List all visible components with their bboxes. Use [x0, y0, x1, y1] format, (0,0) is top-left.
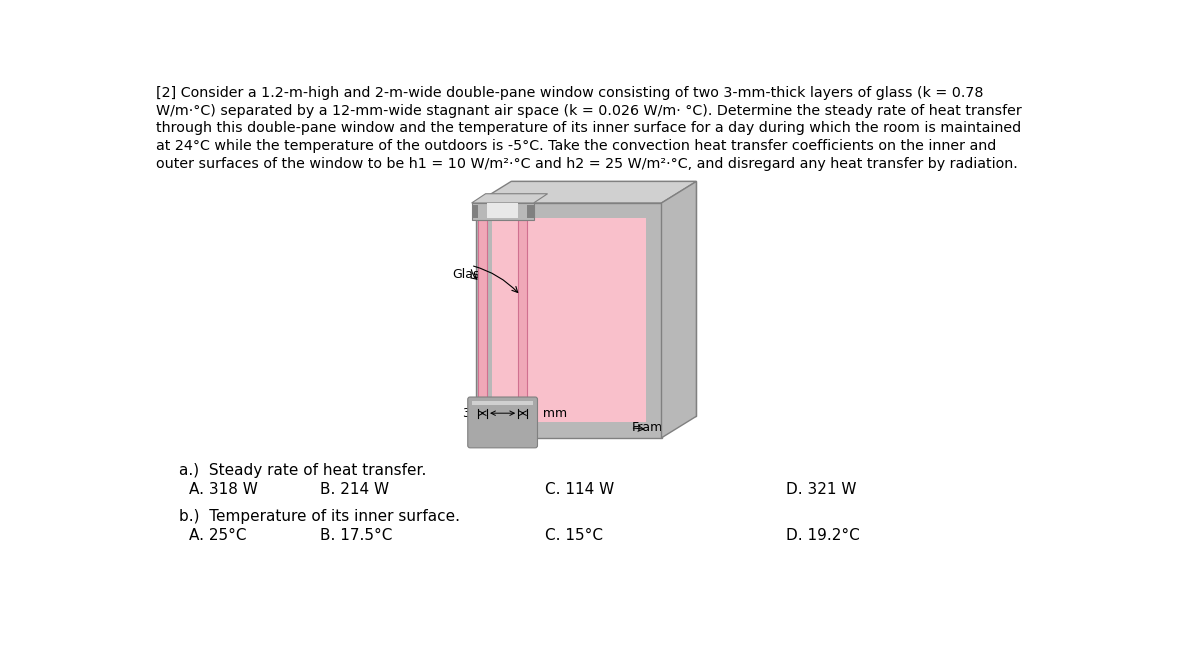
Bar — [473, 401, 533, 406]
Text: D. 19.2°C: D. 19.2°C — [786, 528, 859, 543]
Text: C. 114 W: C. 114 W — [545, 482, 614, 497]
Text: C. 15°C: C. 15°C — [545, 528, 604, 543]
Text: outer surfaces of the window to be h1 = 10 W/m²·°C and h2 = 25 W/m²·°C, and disr: outer surfaces of the window to be h1 = … — [156, 156, 1018, 171]
Text: through this double-pane window and the temperature of its inner surface for a d: through this double-pane window and the … — [156, 121, 1021, 136]
Text: 3: 3 — [462, 407, 470, 420]
Polygon shape — [511, 181, 696, 416]
Text: A. 318 W: A. 318 W — [188, 482, 258, 497]
Bar — [487, 203, 518, 218]
Bar — [476, 203, 661, 438]
Text: Glass: Glass — [452, 269, 486, 282]
Text: [2] Consider a 1.2-m-high and 2-m-wide double-pane window consisting of two 3-mm: [2] Consider a 1.2-m-high and 2-m-wide d… — [156, 86, 984, 100]
Polygon shape — [661, 181, 696, 438]
Bar — [518, 220, 528, 399]
Bar — [476, 203, 661, 438]
Text: Frame: Frame — [632, 421, 671, 434]
Polygon shape — [472, 194, 547, 203]
Bar — [476, 422, 661, 438]
Text: 3 mm: 3 mm — [532, 407, 568, 420]
Bar — [472, 205, 478, 218]
Text: a.)  Steady rate of heat transfer.: a.) Steady rate of heat transfer. — [180, 463, 427, 478]
Bar — [476, 203, 492, 438]
Polygon shape — [476, 181, 696, 203]
Text: W/m·°C) separated by a 12-mm-wide stagnant air space (k = 0.026 W/m· °C). Determ: W/m·°C) separated by a 12-mm-wide stagna… — [156, 104, 1022, 117]
Text: D. 321 W: D. 321 W — [786, 482, 856, 497]
Bar — [472, 203, 534, 220]
Bar — [478, 220, 487, 399]
Text: A. 25°C: A. 25°C — [188, 528, 246, 543]
Text: B. 214 W: B. 214 W — [320, 482, 390, 497]
Text: B. 17.5°C: B. 17.5°C — [320, 528, 392, 543]
Text: at 24°C while the temperature of the outdoors is -5°C. Take the convection heat : at 24°C while the temperature of the out… — [156, 139, 996, 153]
FancyBboxPatch shape — [468, 397, 538, 448]
Bar — [476, 203, 661, 218]
Bar — [646, 203, 661, 438]
Text: 12: 12 — [494, 400, 510, 413]
Bar — [528, 205, 534, 218]
Text: b.)  Temperature of its inner surface.: b.) Temperature of its inner surface. — [180, 509, 461, 524]
